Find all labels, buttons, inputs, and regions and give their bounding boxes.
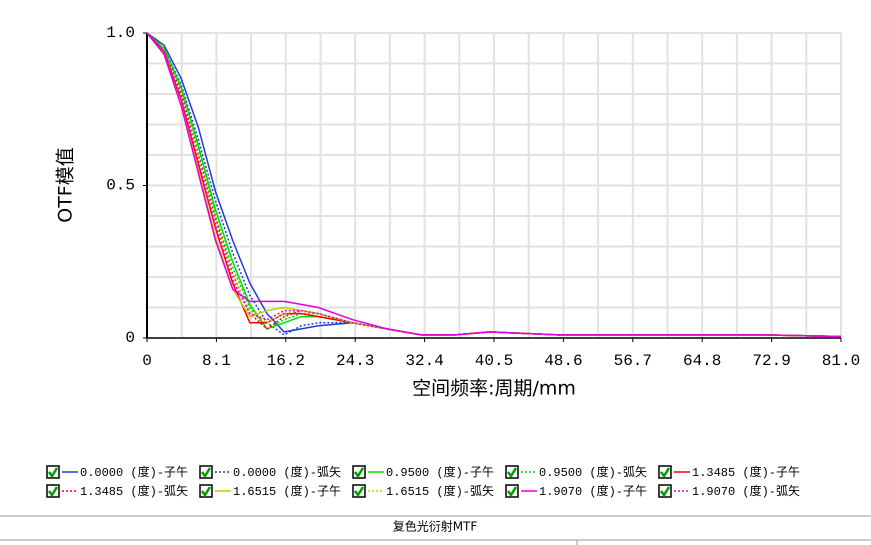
x-tick-label: 8.1 [202, 352, 231, 370]
legend-check [354, 486, 365, 498]
x-tick-label: 0 [142, 352, 152, 370]
series-line [146, 32, 842, 338]
legend-check [660, 486, 671, 498]
x-tick-label: 64.8 [683, 352, 721, 370]
y-tick-label: 1.0 [106, 24, 135, 42]
legend-label: 0.0000 (度)-弧矢 [233, 464, 341, 480]
legend-check [660, 467, 671, 479]
legend-check [48, 467, 59, 479]
x-tick-label: 40.5 [475, 352, 513, 370]
y-tick-label: 0 [125, 329, 135, 347]
legend-check [48, 486, 59, 498]
legend-label: 0.9500 (度)-弧矢 [539, 464, 647, 480]
legend-item[interactable]: 1.6515 (度)-子午 [199, 483, 341, 499]
legend-label: 1.6515 (度)-子午 [233, 483, 341, 499]
legend-item[interactable]: 0.0000 (度)-子午 [46, 464, 188, 480]
x-tick-label: 32.4 [405, 352, 443, 370]
legend-label: 1.3485 (度)-弧矢 [80, 483, 188, 499]
legend-item[interactable]: 1.6515 (度)-弧矢 [352, 483, 494, 499]
x-tick-label: 24.3 [336, 352, 374, 370]
legend-item[interactable]: 1.3485 (度)-子午 [658, 464, 800, 480]
x-tick-label: 16.2 [267, 352, 305, 370]
legend-item[interactable]: 1.9070 (度)-弧矢 [658, 483, 800, 499]
x-tick-label: 48.6 [544, 352, 582, 370]
x-tick-label: 72.9 [752, 352, 790, 370]
legend-item[interactable]: 0.9500 (度)-弧矢 [505, 464, 647, 480]
legend-check [507, 467, 518, 479]
legend-label: 1.9070 (度)-子午 [539, 483, 647, 499]
legend-item[interactable]: 1.9070 (度)-子午 [505, 483, 647, 499]
legend-check [201, 486, 212, 498]
legend-label: 1.9070 (度)-弧矢 [692, 483, 800, 499]
legend-check [354, 467, 365, 479]
chart-title: 复色光衍射MTF [393, 519, 478, 534]
x-axis-label: 空间频率:周期/mm [412, 378, 576, 400]
y-axis-label: OTF模值 [55, 147, 77, 223]
legend-label: 0.9500 (度)-子午 [386, 464, 494, 480]
series-line [146, 32, 842, 338]
legend-check [201, 467, 212, 479]
y-tick-label: 0.5 [106, 177, 135, 195]
legend-item[interactable]: 1.3485 (度)-弧矢 [46, 483, 188, 499]
x-tick-label: 81.0 [822, 352, 860, 370]
legend-label: 0.0000 (度)-子午 [80, 464, 188, 480]
legend-label: 1.6515 (度)-弧矢 [386, 483, 494, 499]
x-tick-label: 56.7 [614, 352, 652, 370]
legend-item[interactable]: 0.9500 (度)-子午 [352, 464, 494, 480]
legend-item[interactable]: 0.0000 (度)-弧矢 [199, 464, 341, 480]
legend-label: 1.3485 (度)-子午 [692, 464, 800, 480]
legend-check [507, 486, 518, 498]
